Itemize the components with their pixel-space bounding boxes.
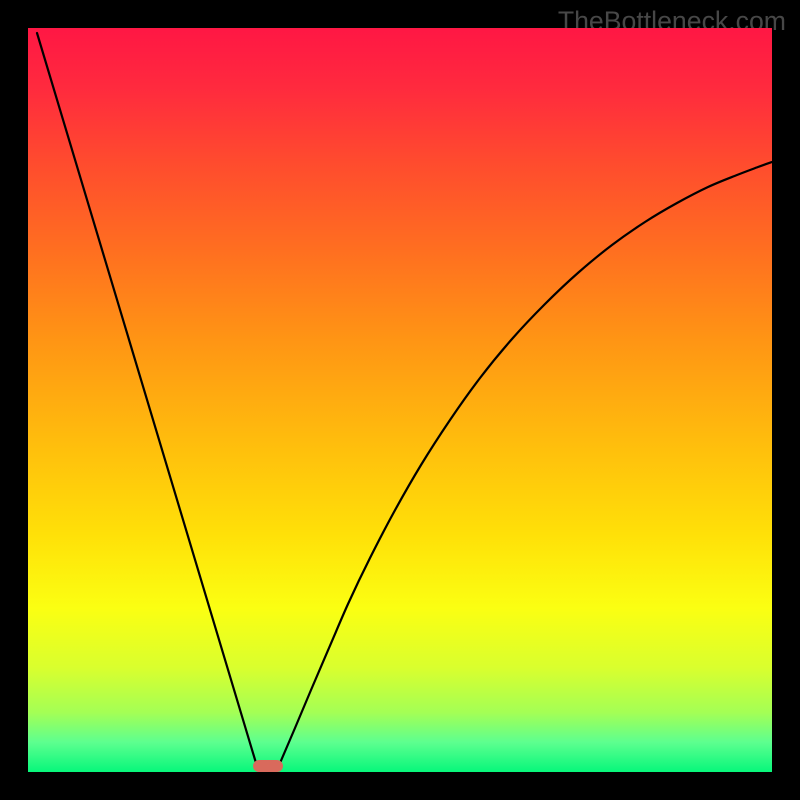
plot-group bbox=[28, 28, 772, 772]
plot-background bbox=[28, 28, 772, 772]
bottleneck-chart bbox=[0, 0, 800, 800]
chart-container: TheBottleneck.com bbox=[0, 0, 800, 800]
valley-marker bbox=[253, 760, 283, 772]
